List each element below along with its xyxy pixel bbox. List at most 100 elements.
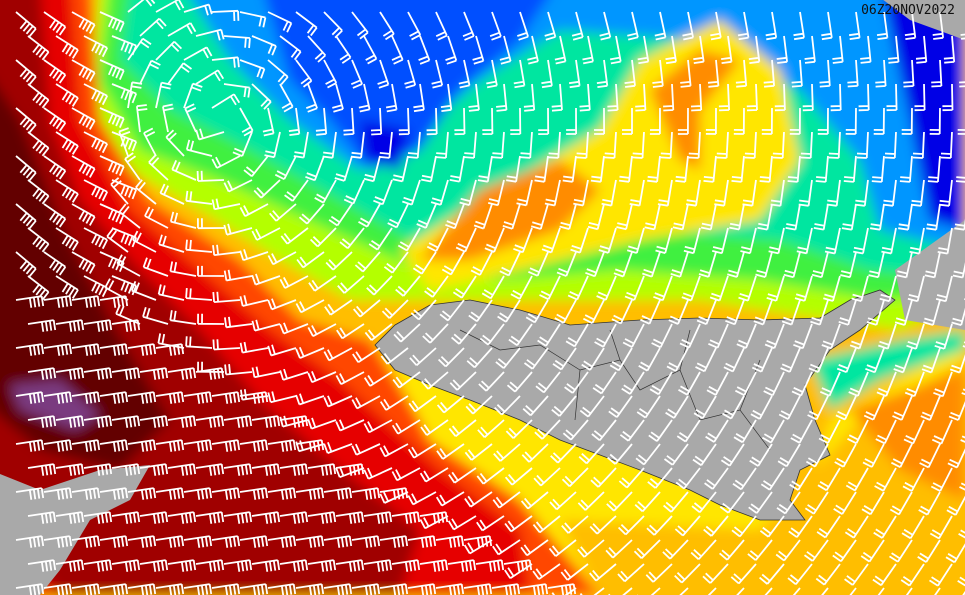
wind-barb bbox=[527, 35, 539, 65]
wind-barb bbox=[886, 83, 898, 112]
wind-barb bbox=[764, 323, 785, 350]
wind-barb bbox=[267, 535, 297, 548]
wind-barb bbox=[552, 347, 577, 371]
wind-barb bbox=[647, 155, 661, 183]
wind-barb bbox=[777, 443, 801, 468]
wind-barb bbox=[605, 539, 633, 559]
wind-barb bbox=[223, 559, 253, 572]
wind-barb bbox=[892, 395, 913, 421]
wind-barb bbox=[99, 583, 129, 595]
wind-barb bbox=[27, 275, 50, 301]
wind-barb bbox=[740, 227, 757, 255]
wind-barb bbox=[447, 559, 477, 572]
wind-barb bbox=[698, 251, 717, 278]
wind-barb bbox=[251, 83, 272, 110]
wind-barb bbox=[663, 491, 689, 513]
wind-barb bbox=[704, 467, 729, 490]
wind-barb bbox=[211, 155, 241, 169]
wind-barb bbox=[719, 539, 745, 561]
wind-barb bbox=[139, 463, 169, 476]
wind-barb bbox=[577, 539, 605, 558]
wind-barb bbox=[116, 254, 141, 277]
wind-barb bbox=[473, 203, 493, 230]
wind-barb bbox=[295, 535, 325, 548]
wind-barb bbox=[314, 179, 337, 204]
wind-barb bbox=[719, 491, 745, 514]
wind-barb bbox=[55, 319, 85, 332]
wind-barb bbox=[607, 83, 619, 112]
wind-barb bbox=[761, 107, 773, 135]
wind-barb bbox=[449, 155, 465, 183]
wind-barb bbox=[15, 391, 45, 404]
wind-barb bbox=[775, 539, 801, 562]
wind-barb bbox=[139, 367, 169, 380]
wind-barb bbox=[387, 203, 409, 229]
wind-barb bbox=[736, 323, 757, 349]
wind-barb bbox=[556, 251, 577, 277]
wind-barb bbox=[541, 59, 553, 89]
wind-barb bbox=[267, 59, 289, 85]
wind-barb bbox=[43, 11, 67, 36]
wind-barb bbox=[706, 371, 729, 396]
wind-barb bbox=[167, 22, 197, 37]
wind-barb bbox=[354, 251, 381, 273]
wind-barb bbox=[934, 587, 941, 595]
wind-barb bbox=[407, 443, 437, 459]
wind-barb bbox=[115, 304, 141, 325]
wind-barb bbox=[422, 323, 449, 344]
wind-barb bbox=[441, 251, 465, 276]
wind-barb bbox=[940, 131, 953, 159]
wind-barb bbox=[764, 587, 773, 595]
wind-barb bbox=[183, 535, 213, 548]
wind-barb bbox=[15, 295, 45, 308]
wind-barb bbox=[783, 251, 801, 279]
wind-barb bbox=[567, 275, 589, 301]
wind-barb bbox=[722, 395, 745, 420]
wind-barb bbox=[510, 107, 522, 135]
wind-barb bbox=[185, 139, 213, 157]
wind-barb bbox=[566, 107, 577, 135]
wind-barb bbox=[637, 35, 650, 65]
wind-barb bbox=[463, 539, 493, 555]
wind-barb bbox=[155, 535, 185, 548]
wind-barb bbox=[505, 419, 533, 439]
wind-barb bbox=[15, 11, 37, 37]
wind-barb bbox=[805, 443, 829, 468]
wind-barb bbox=[508, 323, 533, 347]
wind-barb bbox=[239, 295, 269, 307]
wind-barb bbox=[279, 275, 309, 289]
wind-barb bbox=[470, 251, 493, 276]
wind-barb bbox=[532, 563, 561, 580]
wind-barb bbox=[99, 155, 125, 176]
wind-barb bbox=[43, 251, 67, 276]
wind-barb bbox=[167, 367, 197, 380]
wind-barb bbox=[323, 395, 353, 408]
wind-barb bbox=[723, 347, 745, 373]
wind-barb bbox=[83, 367, 113, 380]
wind-barb bbox=[832, 539, 857, 563]
wind-barb bbox=[888, 35, 900, 64]
wind-barb bbox=[148, 154, 169, 181]
wind-barb bbox=[520, 491, 549, 510]
wind-barb bbox=[395, 275, 421, 297]
wind-barb bbox=[693, 35, 705, 64]
wind-barb bbox=[649, 371, 673, 396]
wind-barb bbox=[504, 467, 533, 486]
wind-barb bbox=[757, 203, 773, 231]
wind-barb bbox=[929, 515, 953, 540]
wind-barb bbox=[71, 155, 96, 178]
wind-barb bbox=[675, 467, 701, 490]
wind-barb bbox=[776, 35, 788, 64]
wind-barb bbox=[513, 59, 526, 89]
wind-barb bbox=[565, 323, 589, 348]
wind-barb bbox=[520, 539, 549, 557]
wind-barb bbox=[755, 251, 773, 278]
wind-barb bbox=[582, 35, 594, 65]
wind-barb bbox=[642, 251, 661, 278]
wind-barb bbox=[489, 11, 502, 41]
wind-barb bbox=[707, 587, 717, 595]
wind-barb bbox=[491, 583, 521, 595]
wind-barb bbox=[581, 347, 605, 371]
wind-barb bbox=[463, 131, 477, 159]
wind-barb bbox=[43, 343, 73, 356]
